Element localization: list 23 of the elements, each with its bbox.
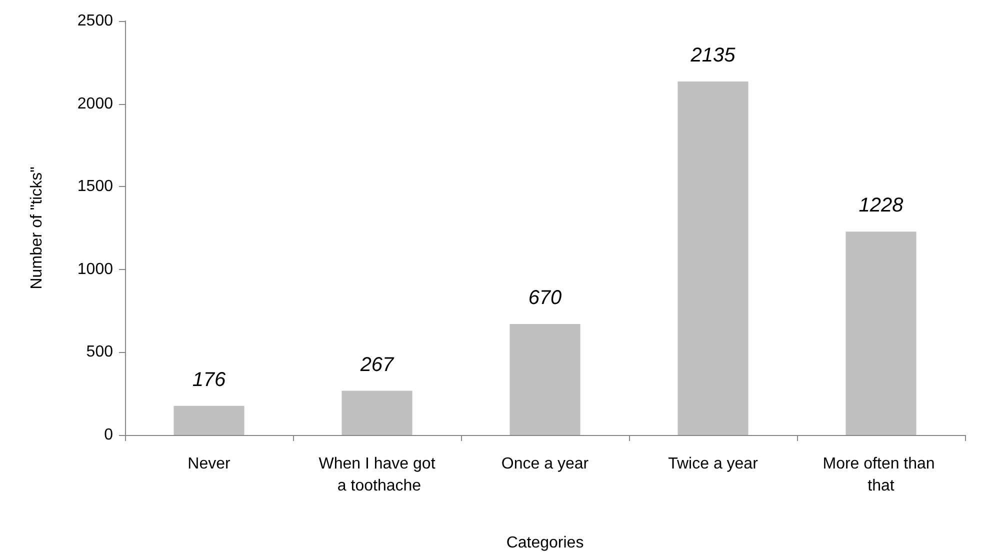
bar <box>342 390 412 435</box>
bar <box>174 406 244 435</box>
y-tick-label: 1000 <box>77 260 114 278</box>
x-tick-label: More often than that <box>822 456 940 494</box>
data-label: 670 <box>528 287 562 310</box>
bar <box>678 81 748 435</box>
y-tick-label: 500 <box>86 344 114 361</box>
bar <box>510 324 580 435</box>
bar <box>846 232 916 435</box>
x-tick-label: When I have got a toothache <box>318 456 436 494</box>
x-tick-label: Never <box>188 456 232 472</box>
y-tick-label: 2500 <box>77 12 114 30</box>
x-axis-title: Categories <box>506 534 584 552</box>
y-tick-label: 0 <box>104 426 114 444</box>
data-label: 1228 <box>858 194 904 217</box>
y-tick-label: 2000 <box>77 95 114 112</box>
data-label: 267 <box>359 354 395 376</box>
y-tick-label: 1500 <box>77 178 114 196</box>
data-label: 2135 <box>690 44 736 66</box>
y-axis-title: Number of "ticks" <box>28 166 46 290</box>
x-tick-label: Once a year <box>501 456 590 472</box>
data-label: 176 <box>192 368 227 391</box>
x-tick-label: Twice a year <box>668 456 759 472</box>
